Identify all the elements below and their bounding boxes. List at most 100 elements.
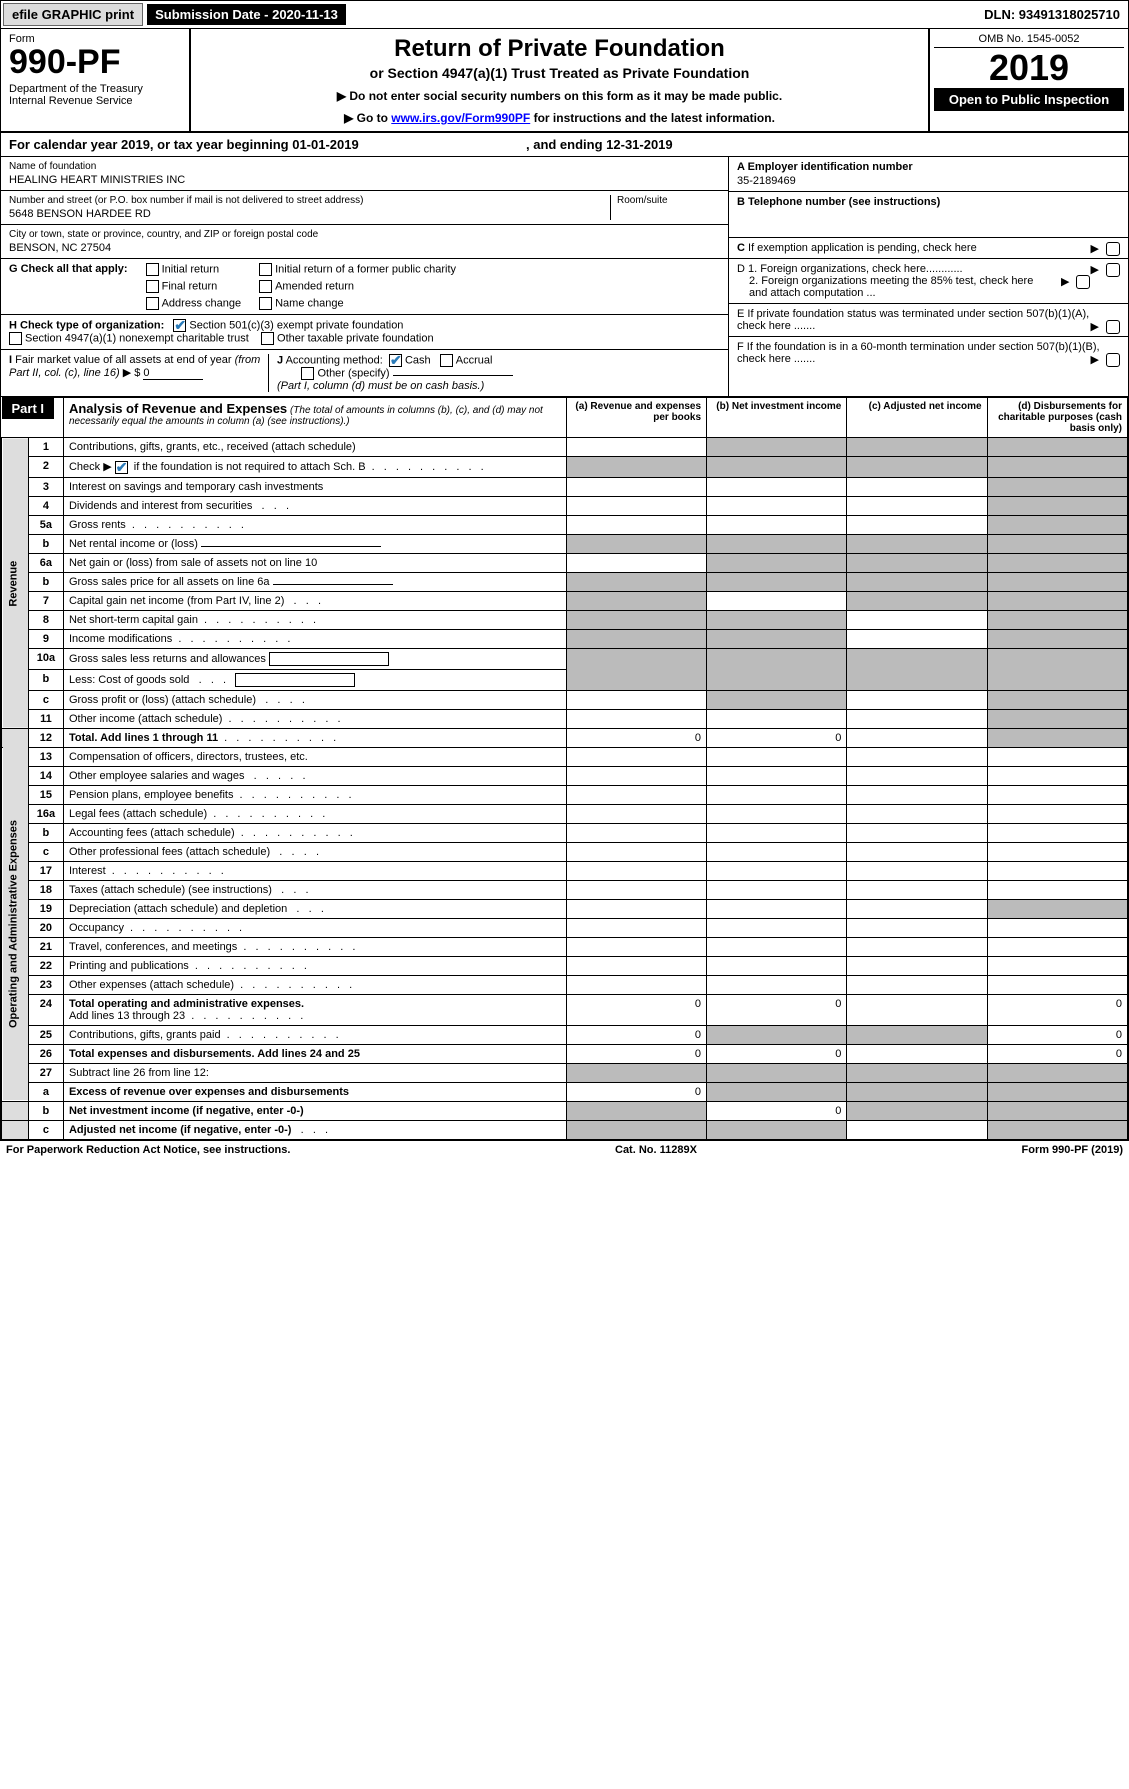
ck-amended[interactable] (259, 280, 272, 293)
ck-cash[interactable] (389, 354, 402, 367)
tax-year: 2019 (934, 48, 1124, 88)
line-27a: Excess of revenue over expenses and disb… (63, 1082, 566, 1101)
line-7: Capital gain net income (from Part IV, l… (63, 591, 566, 610)
line-12: Total. Add lines 1 through 11 (63, 728, 566, 747)
j-note: (Part I, column (d) must be on cash basi… (277, 380, 484, 392)
foundation-name: HEALING HEART MINISTRIES INC (9, 174, 720, 186)
line-23: Other expenses (attach schedule) (63, 975, 566, 994)
line-19: Depreciation (attach schedule) and deple… (63, 899, 566, 918)
v12b: 0 (707, 728, 847, 747)
line-13: Compensation of officers, directors, tru… (63, 747, 566, 766)
opt-501c3: Section 501(c)(3) exempt private foundat… (189, 319, 403, 331)
c-label: C If exemption application is pending, c… (737, 242, 977, 254)
v25a: 0 (566, 1025, 706, 1044)
ck-d1[interactable] (1106, 263, 1120, 277)
line-5a: Gross rents (63, 515, 566, 534)
form-subtitle: or Section 4947(a)(1) Trust Treated as P… (199, 65, 920, 81)
ck-501c3[interactable] (173, 319, 186, 332)
h-label: H Check type of organization: (9, 319, 164, 331)
line-17: Interest (63, 861, 566, 880)
v26d: 0 (987, 1044, 1127, 1063)
f-row: F If the foundation is in a 60-month ter… (729, 337, 1128, 369)
ck-other-tax[interactable] (261, 332, 274, 345)
tel-label: B Telephone number (see instructions) (737, 196, 940, 208)
line-21: Travel, conferences, and meetings (63, 937, 566, 956)
line-6a: Net gain or (loss) from sale of assets n… (63, 553, 566, 572)
ck-f[interactable] (1106, 353, 1120, 367)
ck-accrual[interactable] (440, 354, 453, 367)
ck-c[interactable] (1106, 242, 1120, 256)
dept-label: Department of the Treasury Internal Reve… (9, 83, 181, 107)
omb-number: OMB No. 1545-0052 (934, 33, 1124, 48)
line-27: Subtract line 26 from line 12: (63, 1063, 566, 1082)
col-c: (c) Adjusted net income (847, 398, 987, 438)
name-label: Name of foundation (9, 161, 720, 172)
line-22: Printing and publications (63, 956, 566, 975)
opt-final: Final return (162, 280, 218, 292)
cal-end: , and ending 12-31-2019 (526, 137, 673, 152)
j-label: Accounting method: (286, 354, 383, 366)
part1-badge: Part I (2, 398, 55, 419)
footer: For Paperwork Reduction Act Notice, see … (0, 1141, 1129, 1159)
ein-row: A Employer identification number 35-2189… (729, 157, 1128, 192)
footer-left: For Paperwork Reduction Act Notice, see … (6, 1144, 290, 1156)
form-header: Form 990-PF Department of the Treasury I… (1, 29, 1128, 133)
d-row: D 1. Foreign organizations, check here..… (729, 259, 1128, 304)
ck-d2[interactable] (1076, 275, 1090, 289)
ck-name[interactable] (259, 297, 272, 310)
v26a: 0 (566, 1044, 706, 1063)
ck-initial[interactable] (146, 263, 159, 276)
ein-value: 35-2189469 (737, 175, 1120, 187)
name-row: Name of foundation HEALING HEART MINISTR… (1, 157, 728, 191)
ck-schb[interactable] (115, 461, 128, 474)
line-18: Taxes (attach schedule) (see instruction… (63, 880, 566, 899)
warn-ssn: ▶ Do not enter social security numbers o… (199, 89, 920, 103)
col-d: (d) Disbursements for charitable purpose… (987, 398, 1127, 438)
line-26: Total expenses and disbursements. Add li… (63, 1044, 566, 1063)
v25d: 0 (987, 1025, 1127, 1044)
addr-row: Number and street (or P.O. box number if… (1, 191, 728, 225)
ck-final[interactable] (146, 280, 159, 293)
g-row: G Check all that apply: Initial return F… (1, 259, 728, 315)
line-1: Contributions, gifts, grants, etc., rece… (63, 438, 566, 457)
line-16a: Legal fees (attach schedule) (63, 804, 566, 823)
efile-button[interactable]: efile GRAPHIC print (3, 3, 143, 26)
room-label: Room/suite (617, 195, 720, 206)
e-row: E If private foundation status was termi… (729, 304, 1128, 337)
ck-initial-former[interactable] (259, 263, 272, 276)
v26b: 0 (707, 1044, 847, 1063)
v12a: 0 (566, 728, 706, 747)
opt-former: Initial return of a former public charit… (275, 263, 456, 275)
ck-4947[interactable] (9, 332, 22, 345)
form-title: Return of Private Foundation (199, 35, 920, 63)
header-middle: Return of Private Foundation or Section … (191, 29, 928, 131)
ck-addr[interactable] (146, 297, 159, 310)
f-label: F If the foundation is in a 60-month ter… (737, 341, 1100, 365)
instructions-link[interactable]: www.irs.gov/Form990PF (391, 111, 530, 125)
h-row: H Check type of organization: Section 50… (1, 315, 728, 350)
calendar-row: For calendar year 2019, or tax year begi… (1, 133, 1128, 157)
city-row: City or town, state or province, country… (1, 225, 728, 259)
line-14: Other employee salaries and wages . . . … (63, 766, 566, 785)
opt-other-method: Other (specify) (317, 367, 389, 379)
form-number: 990-PF (9, 45, 181, 79)
cal-begin: For calendar year 2019, or tax year begi… (9, 137, 359, 152)
ein-label: A Employer identification number (737, 161, 913, 173)
warn-goto: ▶ Go to www.irs.gov/Form990PF for instru… (199, 111, 920, 125)
opt-addr: Address change (162, 297, 242, 309)
col-b: (b) Net investment income (707, 398, 847, 438)
dln-label: DLN: 93491318025710 (976, 4, 1128, 25)
addr-label: Number and street (or P.O. box number if… (9, 195, 610, 206)
d1-label: D 1. Foreign organizations, check here..… (737, 263, 963, 275)
header-left: Form 990-PF Department of the Treasury I… (1, 29, 191, 131)
line-20: Occupancy (63, 918, 566, 937)
entity-left: Name of foundation HEALING HEART MINISTR… (1, 157, 728, 396)
top-bar: efile GRAPHIC print Submission Date - 20… (1, 1, 1128, 29)
line-27c: Adjusted net income (if negative, enter … (63, 1120, 566, 1139)
line-5b: Net rental income or (loss) (63, 534, 566, 553)
ck-other-method[interactable] (301, 367, 314, 380)
revenue-label: Revenue (2, 438, 29, 729)
ck-e[interactable] (1106, 320, 1120, 334)
v24a: 0 (566, 994, 706, 1025)
header-right: OMB No. 1545-0052 2019 Open to Public In… (928, 29, 1128, 131)
